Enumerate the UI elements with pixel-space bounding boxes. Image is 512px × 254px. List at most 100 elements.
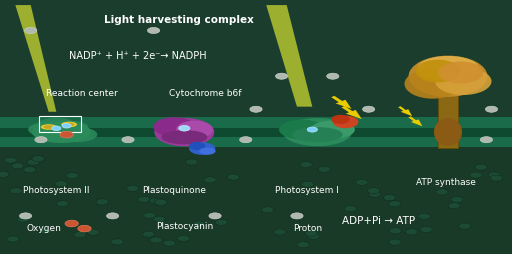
Ellipse shape	[189, 142, 205, 150]
Ellipse shape	[154, 117, 195, 137]
Circle shape	[459, 223, 471, 229]
Circle shape	[65, 220, 78, 227]
Ellipse shape	[409, 56, 487, 97]
Circle shape	[19, 213, 32, 219]
Circle shape	[305, 230, 317, 236]
Text: Plastoquinone: Plastoquinone	[142, 186, 206, 195]
Ellipse shape	[161, 130, 207, 144]
Ellipse shape	[176, 121, 213, 138]
Circle shape	[307, 127, 317, 132]
Circle shape	[179, 125, 190, 131]
Circle shape	[300, 162, 312, 168]
Ellipse shape	[199, 148, 216, 155]
Circle shape	[39, 228, 51, 234]
Text: NADP⁺ + H⁺ + 2e⁻→ NADPH: NADP⁺ + H⁺ + 2e⁻→ NADPH	[70, 51, 207, 61]
Circle shape	[362, 106, 375, 112]
Circle shape	[27, 159, 39, 165]
Circle shape	[150, 198, 162, 204]
Text: Reaction center: Reaction center	[46, 89, 118, 99]
Ellipse shape	[292, 127, 343, 142]
Ellipse shape	[55, 121, 88, 133]
Text: Photosystem II: Photosystem II	[23, 186, 90, 195]
Circle shape	[297, 242, 309, 248]
Text: Photosystem I: Photosystem I	[275, 186, 339, 195]
Circle shape	[66, 172, 78, 179]
Text: ATP synthase: ATP synthase	[416, 178, 475, 187]
Circle shape	[368, 187, 380, 194]
Polygon shape	[15, 5, 56, 112]
FancyBboxPatch shape	[438, 91, 458, 148]
Circle shape	[209, 213, 221, 219]
Text: Light harvesting complex: Light harvesting complex	[104, 15, 254, 25]
Ellipse shape	[56, 127, 97, 142]
Circle shape	[17, 216, 29, 222]
Circle shape	[177, 235, 189, 241]
Circle shape	[56, 201, 69, 207]
Circle shape	[204, 177, 216, 183]
Circle shape	[420, 227, 432, 233]
Ellipse shape	[404, 69, 461, 99]
Circle shape	[470, 172, 482, 178]
Circle shape	[475, 164, 487, 170]
Ellipse shape	[63, 123, 75, 126]
Circle shape	[488, 172, 501, 178]
Circle shape	[154, 198, 166, 204]
FancyArrow shape	[331, 96, 352, 109]
Circle shape	[7, 236, 19, 242]
Ellipse shape	[38, 118, 75, 131]
FancyArrow shape	[409, 116, 422, 126]
Circle shape	[485, 106, 498, 112]
Ellipse shape	[61, 122, 77, 127]
Ellipse shape	[311, 120, 355, 139]
Circle shape	[490, 175, 503, 181]
Circle shape	[143, 212, 156, 218]
Circle shape	[147, 27, 160, 34]
Circle shape	[369, 191, 381, 197]
Circle shape	[383, 195, 396, 201]
FancyBboxPatch shape	[0, 147, 512, 254]
Circle shape	[126, 185, 139, 191]
Circle shape	[227, 174, 240, 180]
Ellipse shape	[279, 120, 325, 139]
Circle shape	[106, 213, 119, 219]
Circle shape	[302, 181, 314, 187]
Circle shape	[193, 221, 205, 227]
Circle shape	[344, 206, 356, 212]
Ellipse shape	[41, 124, 56, 130]
Circle shape	[142, 231, 155, 237]
Circle shape	[418, 213, 431, 219]
Circle shape	[274, 229, 286, 235]
Circle shape	[389, 239, 401, 245]
Ellipse shape	[435, 68, 492, 95]
Polygon shape	[266, 5, 312, 107]
Circle shape	[333, 116, 358, 128]
Circle shape	[153, 216, 165, 222]
FancyBboxPatch shape	[0, 128, 512, 137]
Circle shape	[55, 181, 68, 187]
Circle shape	[448, 203, 460, 209]
Circle shape	[436, 189, 448, 195]
Circle shape	[480, 137, 493, 143]
Circle shape	[78, 225, 91, 232]
Circle shape	[291, 213, 303, 219]
Circle shape	[122, 137, 134, 143]
Ellipse shape	[32, 121, 91, 143]
Text: ADP+Pi → ATP: ADP+Pi → ATP	[343, 216, 415, 226]
Circle shape	[150, 237, 162, 243]
Ellipse shape	[189, 142, 216, 155]
Circle shape	[24, 167, 36, 173]
Ellipse shape	[415, 60, 460, 83]
Circle shape	[356, 179, 368, 185]
Circle shape	[186, 159, 198, 165]
Text: Plastocyanin: Plastocyanin	[156, 221, 213, 231]
Ellipse shape	[438, 61, 483, 83]
Circle shape	[451, 197, 463, 203]
Ellipse shape	[155, 118, 214, 146]
Circle shape	[5, 157, 17, 163]
Text: Cytochrome b6f: Cytochrome b6f	[168, 89, 241, 99]
Circle shape	[96, 199, 109, 205]
Circle shape	[389, 228, 401, 234]
Circle shape	[275, 73, 288, 79]
Text: Proton: Proton	[293, 224, 322, 233]
Ellipse shape	[434, 118, 462, 146]
